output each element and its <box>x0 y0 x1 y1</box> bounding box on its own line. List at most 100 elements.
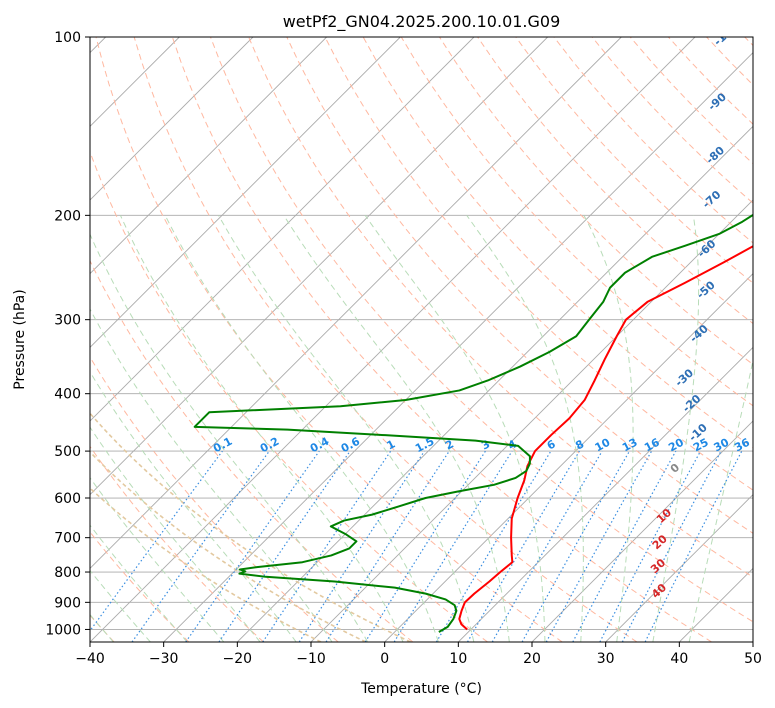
moist-adiabat-line <box>652 215 700 642</box>
y-tick-label: 1000 <box>45 622 81 638</box>
isotherm-line <box>90 37 254 201</box>
isotherm-line <box>90 37 401 348</box>
moist-adiabat-line <box>283 215 510 642</box>
dry-adiabat-line <box>90 445 264 642</box>
isotherm-line <box>90 37 475 422</box>
isotherm-line <box>752 641 753 642</box>
mixing-ratio-label: 0.6 <box>339 435 363 456</box>
mixing-ratio-line <box>435 450 552 642</box>
mixing-ratio-line <box>393 450 513 642</box>
dry-adiabat-line <box>515 37 753 284</box>
theta-a-label: -100 <box>711 20 740 48</box>
x-tick-label: −10 <box>296 651 326 667</box>
isotherm-line <box>458 346 753 642</box>
x-tick-label: −30 <box>149 651 179 667</box>
theta-a-label: -50 <box>694 278 718 301</box>
x-tick-label: 10 <box>449 651 467 667</box>
chart-title: wetPf2_GN04.2025.200.10.01.G09 <box>283 12 561 32</box>
dry-adiabat-line <box>171 37 712 642</box>
mixing-ratio-line <box>364 450 486 642</box>
dry-adiabat-line <box>668 37 753 125</box>
dry-adiabat-line <box>95 37 563 642</box>
mixing-ratio-line <box>545 450 653 642</box>
mixing-ratio-line <box>644 450 743 642</box>
mixing-ratio-line <box>90 450 223 632</box>
x-tick-label: −40 <box>75 651 105 667</box>
mixing-ratio-label: 1 <box>385 437 398 452</box>
moist-adiabat-line <box>466 215 584 642</box>
x-tick-label: −20 <box>223 651 253 667</box>
moist-adiabat-line <box>583 215 634 642</box>
theta-a-label: 20 <box>650 532 670 552</box>
mixing-ratio-line <box>572 450 677 642</box>
moist-adiabat-line <box>90 569 151 642</box>
dry-adiabat-line <box>90 356 339 642</box>
dry-adiabat-line <box>248 37 753 578</box>
isotherm-line <box>90 37 622 569</box>
moist-adiabat-line <box>90 476 225 642</box>
mixing-ratio-label: 25 <box>691 436 711 455</box>
theta-a-label: -40 <box>687 322 711 345</box>
x-tick-label: 50 <box>744 651 762 667</box>
isotherm-line <box>163 52 753 642</box>
y-tick-label: 900 <box>54 595 81 611</box>
mixing-ratio-line <box>599 450 702 642</box>
mixing-ratio-label: 0.2 <box>258 435 281 456</box>
mixing-ratio-label: 16 <box>642 436 662 455</box>
x-tick-label: 0 <box>380 651 389 667</box>
moist-adiabat-line <box>119 215 404 642</box>
mixing-ratio-label: 3 <box>479 437 492 452</box>
y-tick-label: 200 <box>54 208 81 224</box>
moist-adiabat-line <box>90 370 297 642</box>
theta-a-label: 0 <box>668 461 683 476</box>
dry-adiabat-line <box>90 150 488 642</box>
y-tick-label: 800 <box>54 565 81 581</box>
dry-adiabat-line <box>90 259 414 642</box>
mixing-ratio-line <box>131 450 270 642</box>
y-axis-label: Pressure (hPa) <box>12 289 28 389</box>
dry-adiabat-line <box>286 37 753 534</box>
dry-adiabat-line <box>210 37 753 623</box>
isotherm-line <box>90 37 696 642</box>
isotherm-line <box>90 37 548 496</box>
theta-a-label: -80 <box>704 144 728 167</box>
y-tick-label: 700 <box>54 531 81 547</box>
dry-adiabat-line <box>706 37 753 86</box>
theta-e-line <box>90 450 367 642</box>
mixing-ratio-label: 20 <box>666 436 686 455</box>
x-tick-label: 20 <box>523 651 541 667</box>
theta-a-label: -20 <box>680 392 704 415</box>
dry-adiabat-line <box>591 37 753 204</box>
theta-e-line <box>90 412 411 642</box>
theta-a-label: -90 <box>706 90 730 113</box>
x-axis-label: Temperature (°C) <box>360 681 482 697</box>
isotherm-line <box>384 273 753 642</box>
moist-adiabat-line <box>364 215 546 642</box>
dewpoint-profile-line <box>193 213 753 633</box>
isotherm-line <box>605 494 753 642</box>
isotherm-line <box>531 420 753 642</box>
moist-adiabat-line <box>218 215 475 642</box>
x-tick-label: 40 <box>670 651 688 667</box>
mixing-ratio-line <box>521 450 631 642</box>
y-tick-label: 600 <box>54 491 81 507</box>
x-tick-label: 30 <box>597 651 615 667</box>
dry-adiabat-line <box>90 531 190 642</box>
moist-adiabat-line <box>90 524 188 642</box>
theta-a-label: -30 <box>673 366 697 389</box>
theta-a-label: -70 <box>700 188 724 211</box>
isotherm-line <box>310 199 753 642</box>
y-tick-label: 300 <box>54 313 81 329</box>
y-tick-label: 500 <box>54 444 81 460</box>
dry-adiabat-line <box>553 37 753 244</box>
plot-frame <box>89 36 754 643</box>
theta-e-line <box>90 487 322 642</box>
mixing-ratio-line <box>218 450 351 642</box>
mixing-ratio-line <box>262 450 392 642</box>
temperature-profile-line <box>458 245 753 631</box>
dry-adiabat-line <box>744 37 753 47</box>
mixing-ratio-line <box>185 450 320 642</box>
mixing-ratio-label: 10 <box>593 436 613 455</box>
moist-adiabat-line <box>90 613 114 642</box>
